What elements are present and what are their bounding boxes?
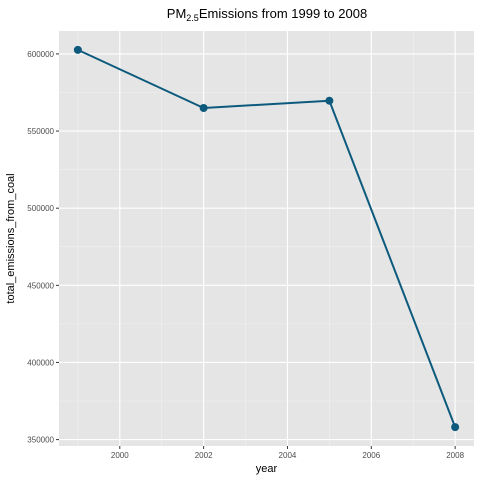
chart-title-prefix: PM xyxy=(167,6,187,21)
y-tick-label: 600000 xyxy=(27,50,54,59)
x-tick-label: 2006 xyxy=(362,451,380,460)
y-axis-label: total_emissions_from_coal xyxy=(5,173,17,303)
x-tick-label: 2000 xyxy=(111,451,129,460)
x-tick-label: 2004 xyxy=(279,451,297,460)
y-axis: 350000 400000 450000 500000 550000 600000 xyxy=(27,50,59,445)
y-tick-label: 450000 xyxy=(27,281,54,290)
chart-title-subscript: 2.5 xyxy=(186,13,199,23)
chart-title-suffix: Emissions from 1999 to 2008 xyxy=(199,6,367,21)
y-tick-label: 350000 xyxy=(27,436,54,445)
x-tick-label: 2008 xyxy=(446,451,464,460)
data-point xyxy=(74,46,82,54)
data-point xyxy=(200,104,208,112)
data-point xyxy=(451,423,459,431)
y-tick-label: 550000 xyxy=(27,127,54,136)
chart-title: PM2.5Emissions from 1999 to 2008 xyxy=(167,6,367,23)
data-point xyxy=(325,97,333,105)
x-axis: 2000 2002 2004 2006 2008 xyxy=(111,446,465,460)
y-tick-label: 400000 xyxy=(27,358,54,367)
plot-panel xyxy=(59,31,474,446)
y-tick-label: 500000 xyxy=(27,204,54,213)
x-tick-label: 2002 xyxy=(195,451,213,460)
x-axis-label: year xyxy=(256,463,278,475)
